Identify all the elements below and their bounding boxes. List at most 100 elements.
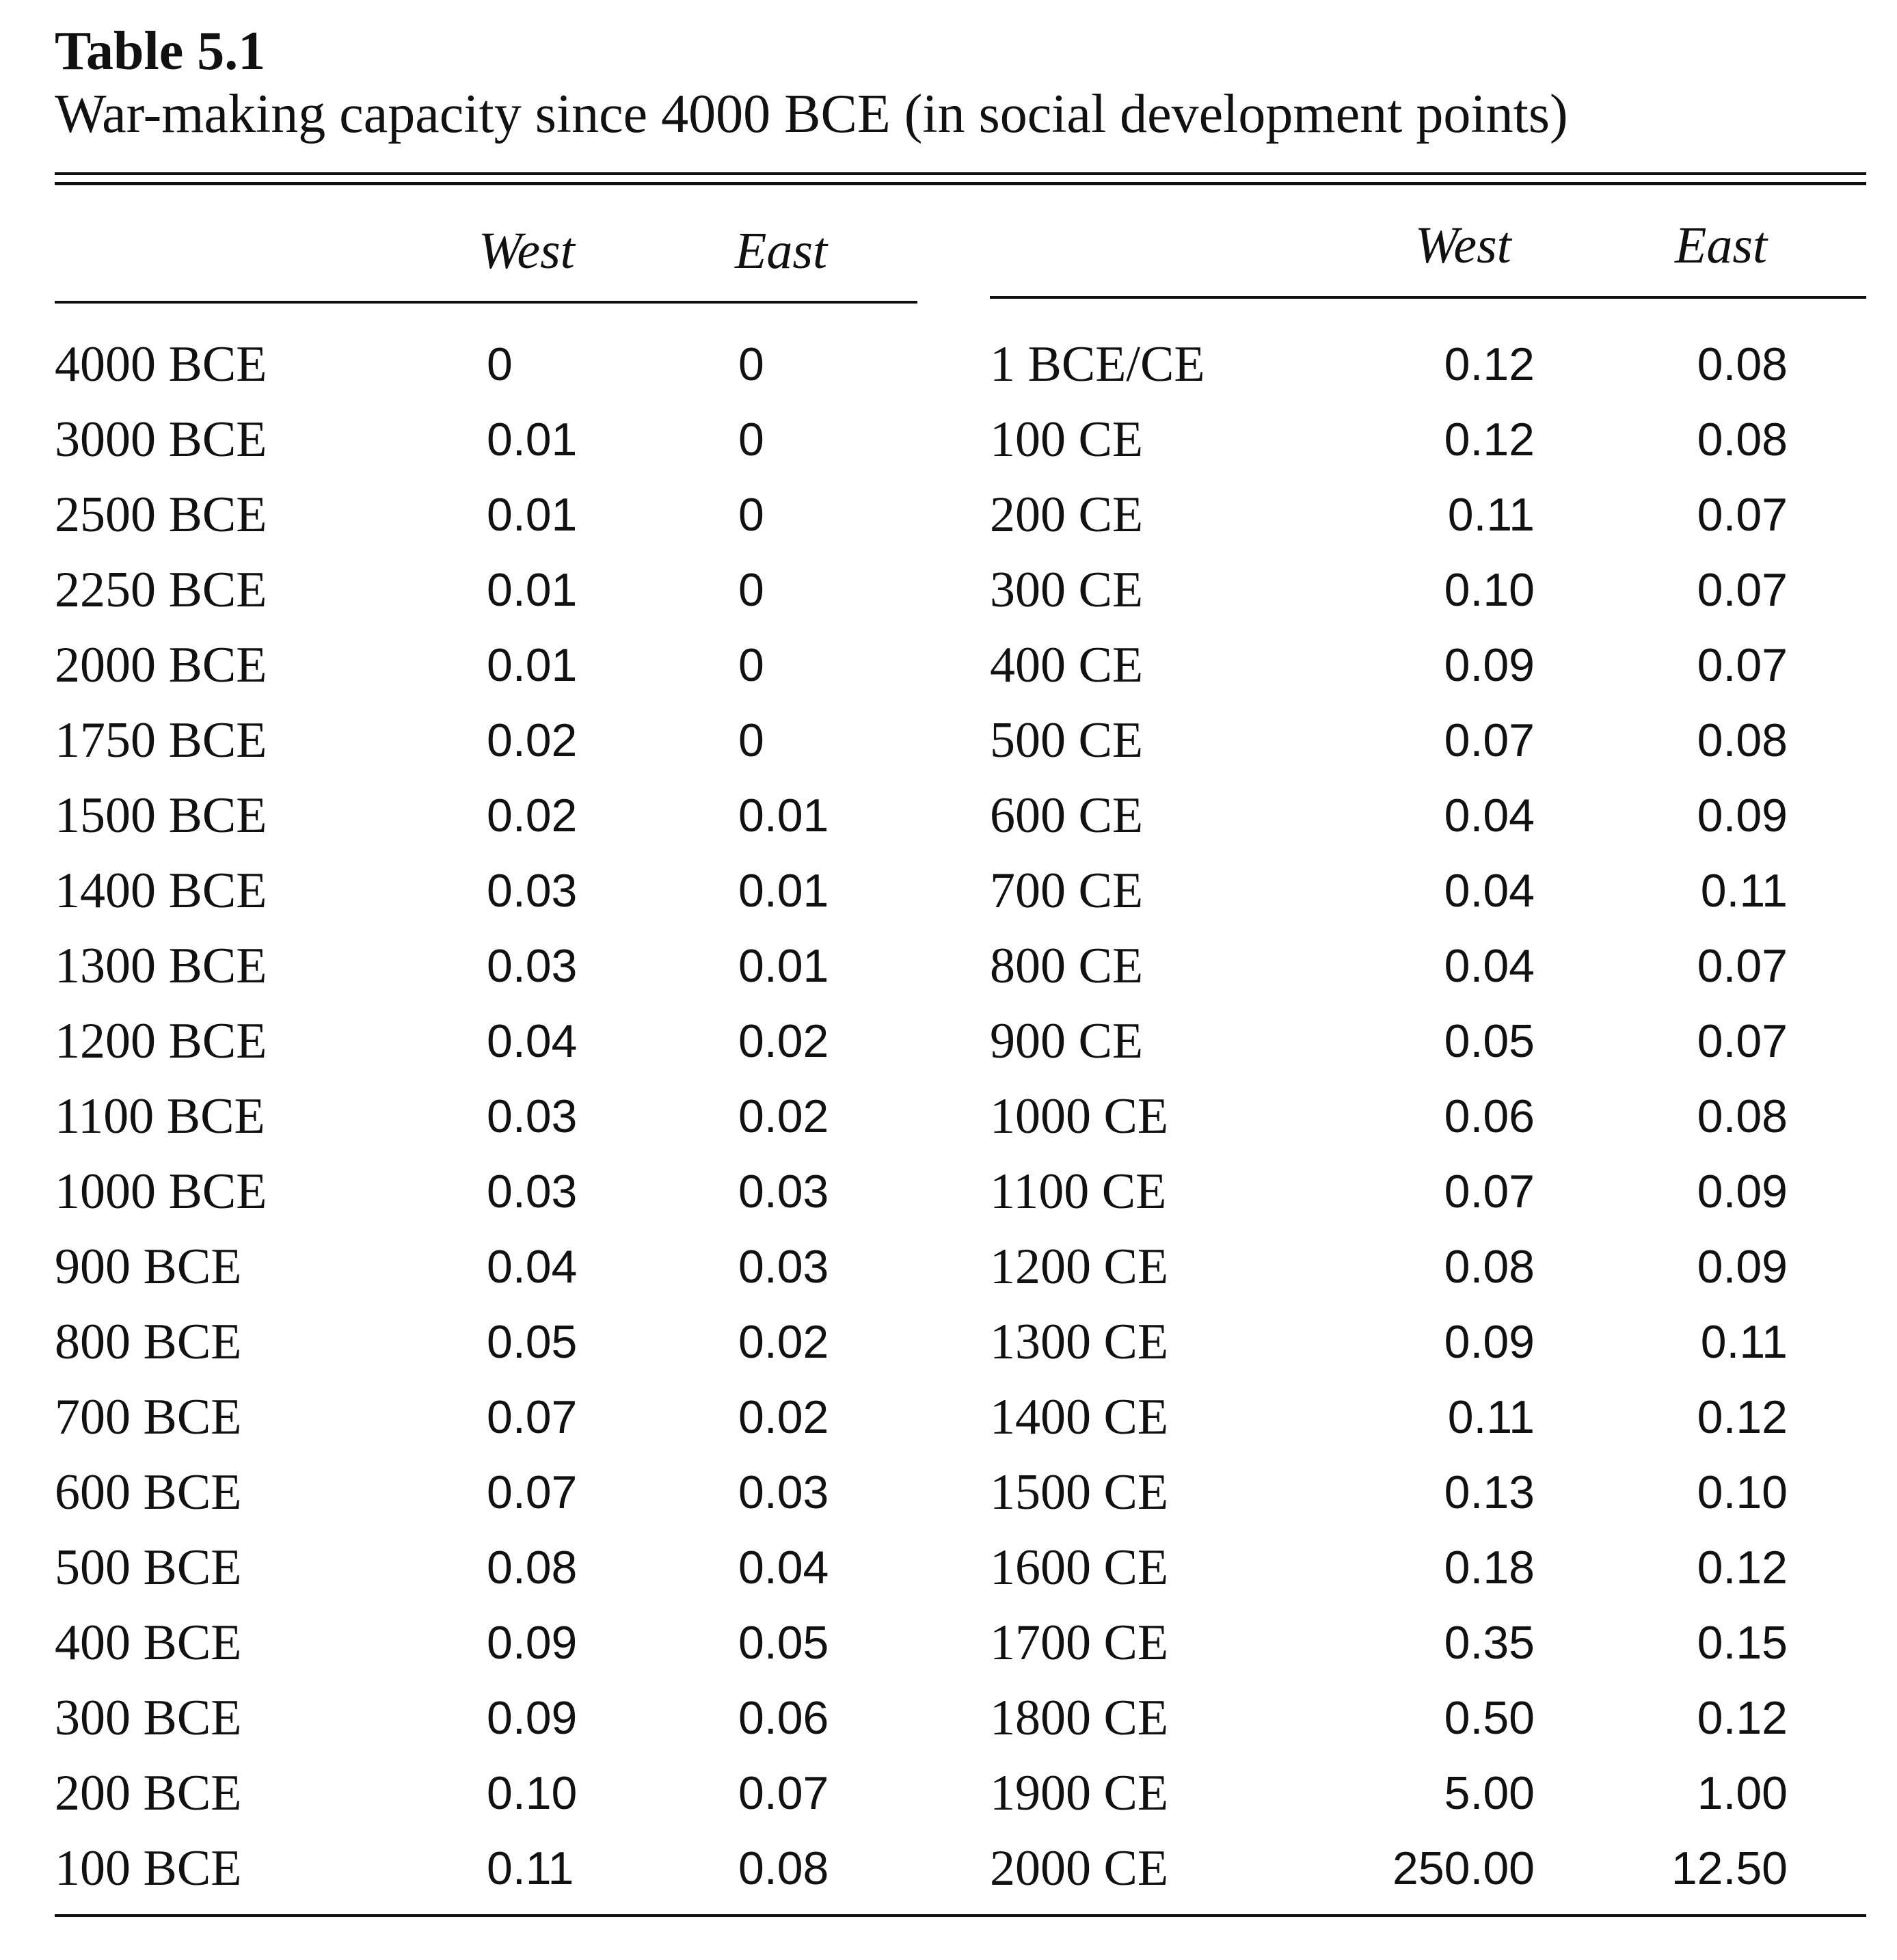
period-cell: 1500 BCE [55, 788, 267, 844]
period-cell: 2250 BCE [55, 562, 267, 618]
period-cell: 4000 BCE [55, 336, 267, 392]
west-value-cell: 250.00 [1393, 1842, 1535, 1894]
period-cell: 700 CE [990, 863, 1144, 919]
west-value-cell: 0.11 [1447, 489, 1535, 541]
west-value-cell: 0.10 [487, 1767, 578, 1819]
east-value-cell: 0.08 [1697, 414, 1788, 466]
east-value-cell: 0.07 [1697, 940, 1788, 992]
period-cell: 200 CE [990, 487, 1144, 543]
period-cell: 1400 BCE [55, 863, 267, 919]
period-cell: 1200 CE [990, 1239, 1169, 1295]
west-value-cell: 0.01 [487, 564, 578, 616]
west-value-cell: 0.18 [1444, 1542, 1535, 1594]
west-value-cell: 0.05 [1444, 1015, 1535, 1067]
west-value-cell: 0.09 [487, 1692, 578, 1744]
period-cell: 600 BCE [55, 1464, 242, 1520]
period-cell: 3000 BCE [55, 412, 267, 468]
period-cell: 800 BCE [55, 1314, 242, 1370]
east-value-cell: 0.01 [738, 865, 829, 917]
east-value-cell: 0.12 [1697, 1542, 1788, 1594]
east-value-cell: 0.10 [1697, 1466, 1788, 1518]
west-value-cell: 0.04 [1444, 940, 1535, 992]
period-cell: 300 BCE [55, 1690, 242, 1746]
period-cell: 600 CE [990, 788, 1144, 844]
west-value-cell: 0.07 [1444, 1166, 1535, 1218]
east-value-cell: 0.11 [1700, 865, 1788, 917]
west-value-cell: 0.01 [487, 489, 578, 541]
east-value-cell: 0.07 [1697, 489, 1788, 541]
table-label: Table 5.1 [55, 21, 266, 81]
top-rule-lower [55, 182, 1866, 185]
period-cell: 300 CE [990, 562, 1144, 618]
west-value-cell: 0.09 [1444, 639, 1535, 691]
west-value-cell: 0.12 [1444, 414, 1535, 466]
left-east-header: East [735, 222, 828, 280]
west-value-cell: 0.12 [1444, 338, 1535, 390]
period-cell: 400 CE [990, 637, 1144, 693]
east-value-cell: 0.02 [738, 1090, 829, 1142]
period-cell: 1800 CE [990, 1690, 1169, 1746]
east-value-cell: 0.05 [738, 1617, 829, 1669]
east-value-cell: 0.15 [1697, 1617, 1788, 1669]
east-value-cell: 0 [738, 564, 764, 616]
west-value-cell: 0.50 [1444, 1692, 1535, 1744]
east-value-cell: 0.07 [738, 1767, 829, 1819]
period-cell: 100 BCE [55, 1840, 242, 1896]
right-east-header: East [1675, 217, 1768, 274]
west-value-cell: 0.01 [487, 414, 578, 466]
west-value-cell: 0.10 [1444, 564, 1535, 616]
period-cell: 1000 CE [990, 1088, 1169, 1144]
west-value-cell: 5.00 [1444, 1767, 1535, 1819]
east-value-cell: 0 [738, 338, 764, 390]
period-cell: 700 BCE [55, 1389, 242, 1445]
period-cell: 500 CE [990, 712, 1144, 768]
period-cell: 1600 CE [990, 1540, 1169, 1596]
period-cell: 1300 CE [990, 1314, 1169, 1370]
west-value-cell: 0.09 [1444, 1316, 1535, 1368]
period-cell: 1000 BCE [55, 1164, 267, 1220]
east-value-cell: 0.06 [738, 1692, 829, 1744]
right-west-header: West [1415, 217, 1511, 274]
period-cell: 1700 CE [990, 1615, 1169, 1671]
left-header-rule [55, 301, 917, 304]
period-cell: 900 BCE [55, 1239, 242, 1295]
period-cell: 500 BCE [55, 1540, 242, 1596]
period-cell: 1200 BCE [55, 1013, 267, 1069]
east-value-cell: 0.02 [738, 1015, 829, 1067]
east-value-cell: 0 [738, 639, 764, 691]
period-cell: 2000 BCE [55, 637, 267, 693]
east-value-cell: 0.08 [738, 1842, 829, 1894]
period-cell: 100 CE [990, 412, 1144, 468]
west-value-cell: 0.04 [1444, 790, 1535, 842]
west-value-cell: 0.07 [487, 1466, 578, 1518]
period-cell: 800 CE [990, 938, 1144, 994]
west-value-cell: 0.04 [487, 1015, 578, 1067]
east-value-cell: 1.00 [1697, 1767, 1788, 1819]
east-value-cell: 0.01 [738, 790, 829, 842]
east-value-cell: 0.03 [738, 1166, 829, 1218]
east-value-cell: 0.01 [738, 940, 829, 992]
east-value-cell: 0.12 [1697, 1692, 1788, 1744]
east-value-cell: 0 [738, 414, 764, 466]
left-west-header: West [479, 222, 575, 280]
top-rule-upper [55, 172, 1866, 175]
east-value-cell: 0 [738, 714, 764, 766]
east-value-cell: 12.50 [1671, 1842, 1788, 1894]
west-value-cell: 0.11 [1447, 1391, 1535, 1443]
west-value-cell: 0.13 [1444, 1466, 1535, 1518]
bottom-rule [55, 1914, 1866, 1917]
east-value-cell: 0.04 [738, 1542, 829, 1594]
period-cell: 1500 CE [990, 1464, 1169, 1520]
table-caption: War-making capacity since 4000 BCE (in s… [55, 84, 1568, 144]
period-cell: 1750 BCE [55, 712, 267, 768]
east-value-cell: 0.07 [1697, 1015, 1788, 1067]
period-cell: 200 BCE [55, 1765, 242, 1821]
east-value-cell: 0.07 [1697, 564, 1788, 616]
period-cell: 1100 BCE [55, 1088, 265, 1144]
right-header-rule [990, 296, 1866, 299]
period-cell: 1300 BCE [55, 938, 267, 994]
east-value-cell: 0.07 [1697, 639, 1788, 691]
west-value-cell: 0.05 [487, 1316, 578, 1368]
west-value-cell: 0.06 [1444, 1090, 1535, 1142]
